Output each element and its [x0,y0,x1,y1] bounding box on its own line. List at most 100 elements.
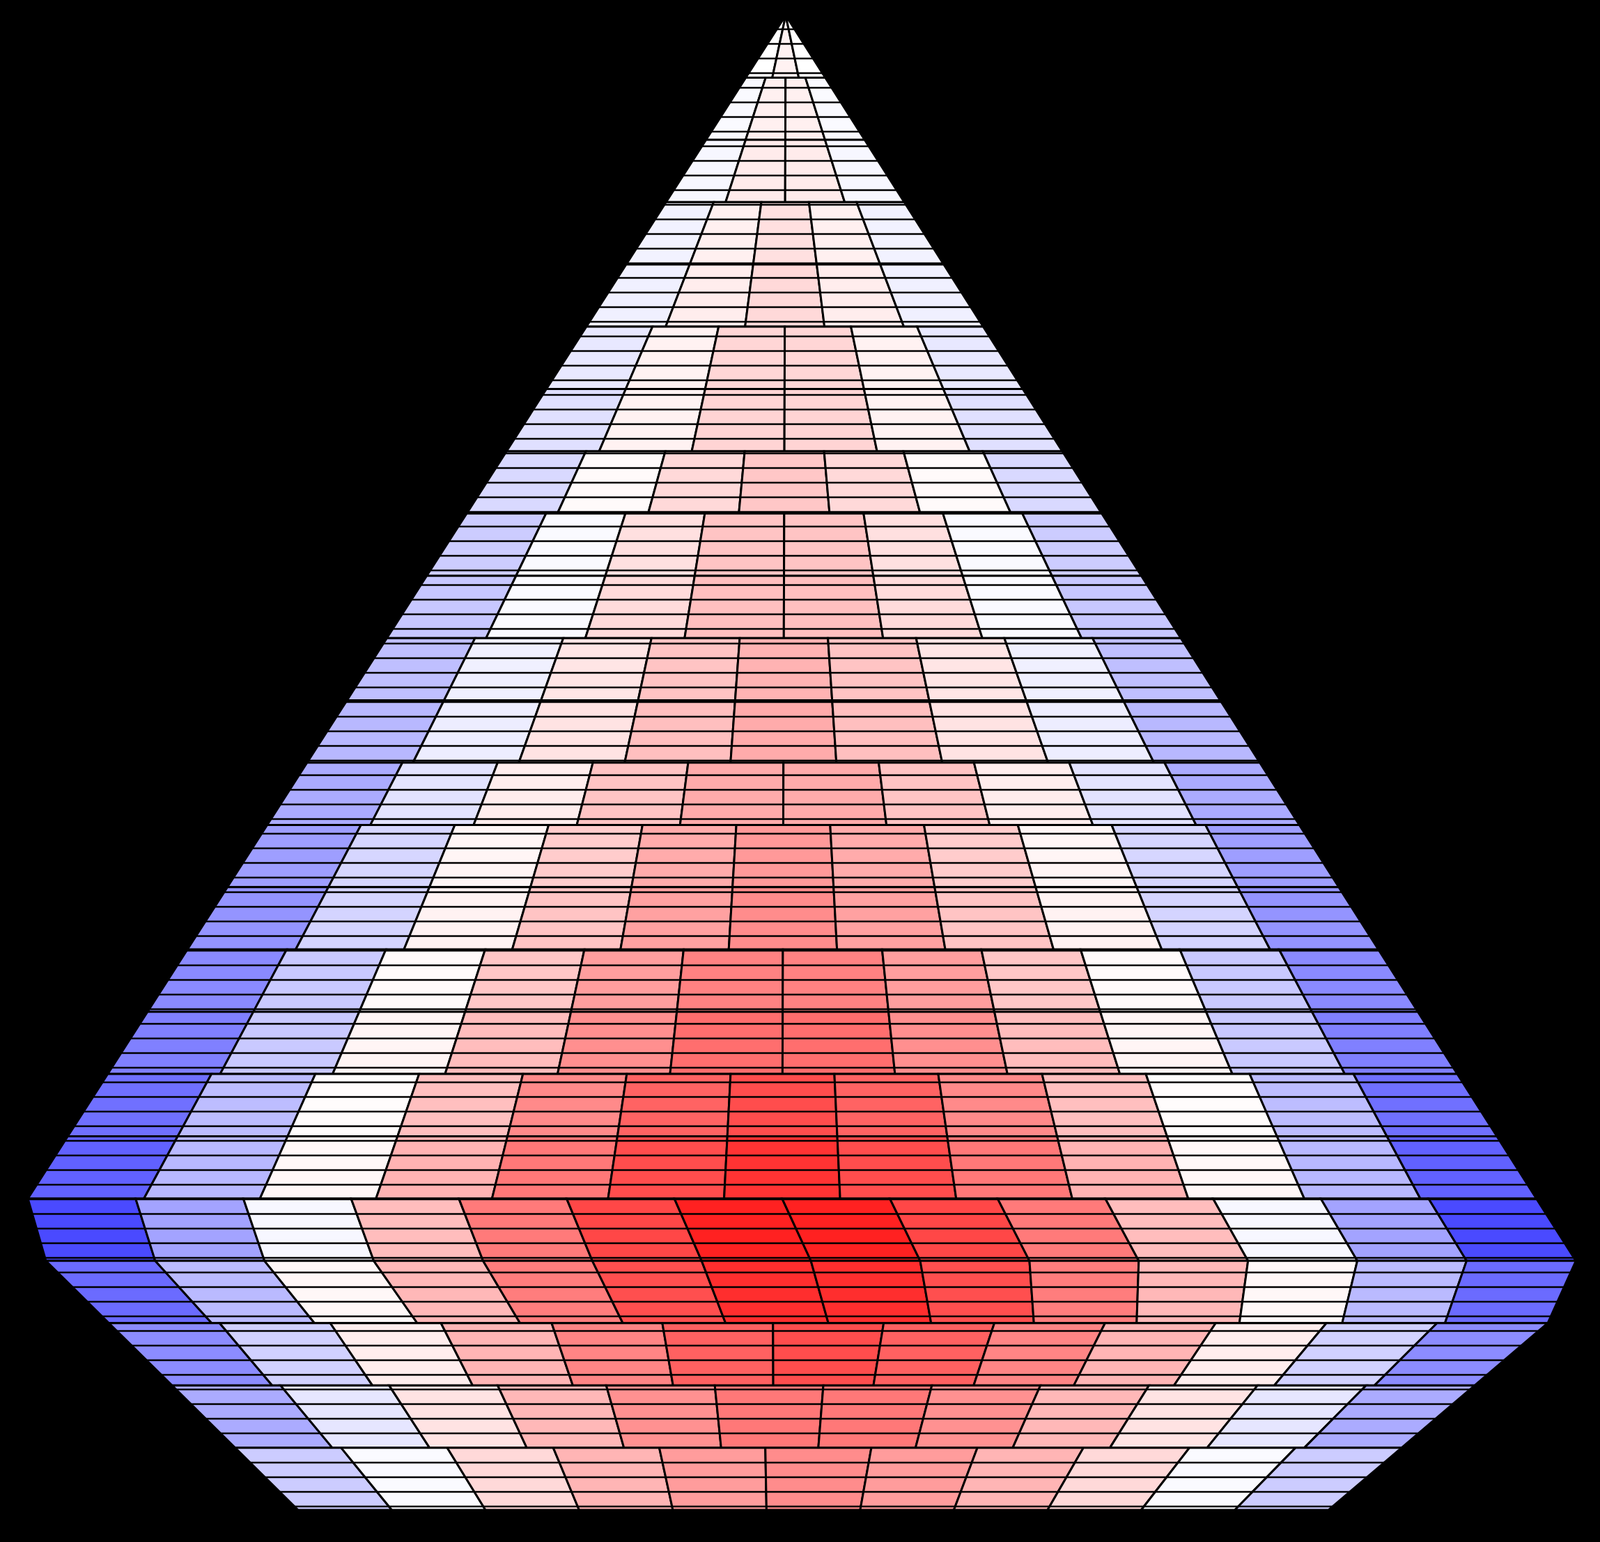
brick-cell [785,15,826,78]
brick-cell [934,887,1054,950]
brick-course [0,1125,1600,1128]
brick-course [0,862,1600,865]
brick-cell [638,638,740,701]
brick-course [0,833,1600,836]
brick-course [0,262,1600,265]
brick-cell [557,1012,677,1075]
brick-course [0,1154,1600,1157]
brick-course [0,1388,1600,1392]
brick-cell [818,1385,932,1448]
brick-course [0,950,1600,953]
brick-course [0,467,1600,470]
brick-course [0,1096,1600,1099]
brick-cell [620,887,733,950]
brick-course [0,1271,1600,1275]
brick-course [0,803,1600,806]
brick-cell [473,762,593,825]
brick-course [0,1505,1600,1509]
brick-course [0,291,1600,294]
brick-cell [879,762,990,825]
brick-course [0,438,1600,441]
brick-course [0,511,1600,514]
brick-cell [1092,638,1221,701]
brick-cell [27,1198,156,1261]
brick-course [0,394,1600,397]
brick-cell [784,513,874,576]
brick-course [0,174,1600,177]
brick-course [0,1462,1600,1465]
brick-course [0,1081,1600,1084]
brick-cell [1237,887,1379,950]
brick-cell [1022,513,1142,576]
brick-cell [920,1260,1034,1323]
brick-cell [679,762,783,825]
brick-cell [332,1012,465,1075]
background [0,0,1600,1542]
brick-cell [670,1012,783,1075]
brick-course [0,218,1600,221]
brick-course [0,1037,1600,1040]
brick-course [0,233,1600,236]
brick-cell [1374,1323,1548,1386]
brick-course [0,28,1600,31]
brick-course [0,1301,1600,1304]
brick-course [0,364,1600,368]
brick-course [0,993,1600,997]
brick-course [0,130,1600,134]
brick-cell [599,389,705,452]
brick-cell [1428,1198,1576,1261]
brick-course [0,701,1600,704]
brick-cell [511,887,632,950]
brick-course [0,247,1600,251]
brick-course [0,818,1600,821]
brick-cell [497,1385,624,1448]
brick-cell [734,638,832,701]
brick-course [0,452,1600,455]
brick-course [0,408,1600,411]
brick-cell [725,140,786,203]
brick-course [0,730,1600,733]
brick-course [0,686,1600,689]
brick-cell [714,1385,824,1448]
brick-course [0,657,1600,660]
brick-cell [994,1012,1121,1075]
brick-cell [662,1323,774,1386]
brick-course [0,277,1600,280]
brick-course [0,350,1600,353]
brick-course [0,584,1600,587]
brick-course [0,1418,1600,1421]
brick-course [0,1052,1600,1055]
brick-cell [404,887,531,950]
brick-course [0,569,1600,572]
brick-course [0,745,1600,748]
brick-course [0,160,1600,163]
brick-course [0,482,1600,485]
brick-cell [1057,1136,1189,1199]
brick-cell [701,1260,829,1323]
brick-cell [880,264,984,327]
brick-course [0,379,1600,382]
brick-cell [541,638,652,701]
brick-course [0,57,1600,60]
brick-cell [1136,1260,1249,1323]
brick-course [0,716,1600,719]
brick-cell [943,389,1063,452]
brick-course [0,1067,1600,1070]
brick-cell [782,1012,895,1075]
brick-cell [1386,1136,1537,1199]
brick-cell [784,389,877,452]
brick-course [0,87,1600,90]
brick-cell [1239,1260,1357,1323]
brick-cell [608,1136,728,1199]
brick-cell [782,762,887,825]
brick-course [0,204,1600,207]
brick-course [0,1140,1600,1143]
brick-course [0,1111,1600,1114]
brick-course [0,891,1600,894]
brick-course [0,964,1600,967]
brick-cell [551,1323,673,1386]
brick-cell [773,1323,884,1386]
brick-cell [576,762,689,825]
brick-course [0,1359,1600,1362]
brick-course [0,920,1600,923]
